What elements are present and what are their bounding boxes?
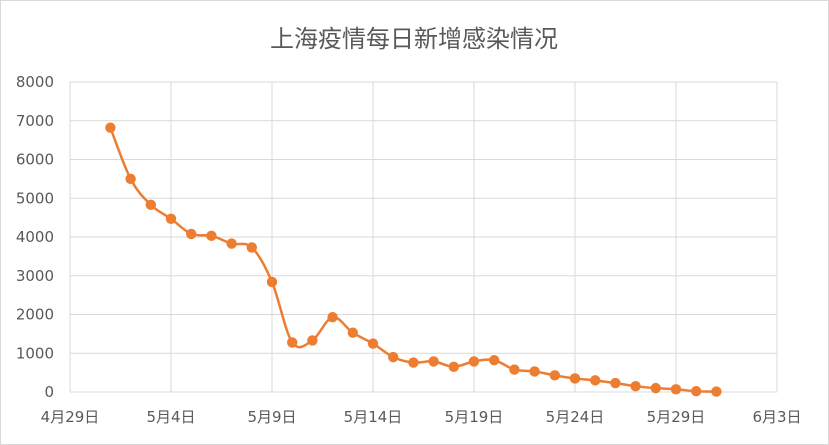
data-point: [590, 375, 601, 386]
x-tick-label: 5月4日: [146, 408, 195, 426]
x-tick-label: 5月19日: [445, 408, 504, 426]
data-point: [630, 380, 641, 392]
data-point: [145, 199, 156, 211]
y-tick-label: 6000: [16, 151, 54, 169]
y-tick-label: 5000: [16, 189, 54, 207]
y-tick-label: 0: [44, 383, 54, 401]
data-point: [307, 335, 318, 346]
x-tick-label: 5月9日: [247, 408, 296, 426]
data-point: [468, 356, 480, 367]
data-point: [327, 312, 338, 323]
data-point: [165, 213, 177, 224]
data-point: [650, 382, 661, 394]
x-tick-label: 6月3日: [752, 408, 801, 426]
x-tick-label: 4月29日: [41, 408, 100, 426]
data-point: [388, 351, 399, 363]
data-point: [367, 338, 379, 349]
data-point: [266, 276, 278, 288]
y-tick-label: 8000: [16, 73, 54, 91]
data-point: [549, 370, 560, 381]
data-point: [287, 337, 298, 348]
series-line: [109, 127, 717, 393]
series-layer: [105, 122, 722, 397]
data-point: [226, 238, 237, 249]
data-point: [610, 377, 621, 389]
data-point: [347, 327, 358, 338]
data-point: [691, 386, 702, 397]
data-point: [428, 356, 439, 367]
y-tick-label: 7000: [16, 112, 54, 130]
data-point: [509, 364, 520, 375]
data-point: [489, 355, 500, 366]
data-point: [448, 361, 459, 373]
data-point: [670, 384, 682, 395]
x-tick-label: 5月24日: [546, 408, 605, 426]
y-tick-label: 3000: [16, 267, 54, 285]
chart-title: 上海疫情每日新增感染情况: [270, 25, 558, 53]
data-point: [105, 122, 116, 133]
x-tick-label: 5月29日: [647, 408, 706, 426]
data-point: [408, 357, 419, 368]
data-point: [529, 366, 540, 377]
y-tick-label: 1000: [16, 344, 54, 362]
x-tick-label: 5月14日: [344, 408, 403, 426]
data-point: [206, 230, 217, 242]
data-point: [246, 242, 257, 253]
data-point: [711, 386, 722, 397]
data-point: [186, 228, 197, 240]
data-point: [569, 373, 581, 384]
x-axis-tick-labels: 4月29日 5月4日 5月9日 5月14日 5月19日 5月24日 5月29日 6月3日: [41, 408, 802, 426]
y-axis-tick-labels: 0 1000 2000 3000 4000 5000 6000 7000 8000: [16, 73, 54, 401]
y-tick-label: 2000: [16, 306, 54, 324]
data-point: [125, 173, 136, 185]
gridlines: [69, 81, 778, 393]
y-tick-label: 4000: [16, 228, 54, 246]
